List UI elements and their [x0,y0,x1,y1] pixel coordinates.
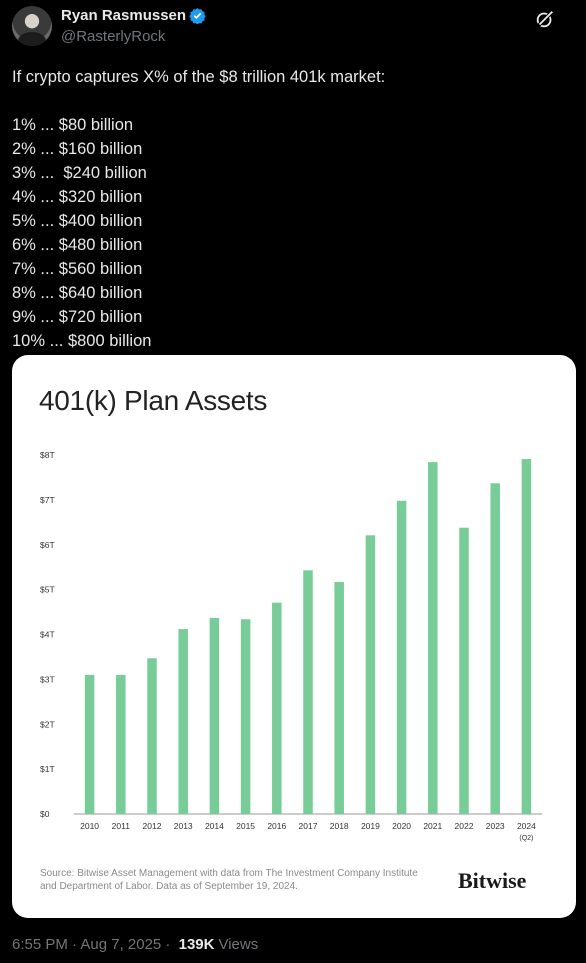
bar [116,674,126,814]
x-tick-label: 2020 [392,821,411,831]
y-tick-label: $4T [40,630,55,640]
x-tick-label: 2023 [486,821,505,831]
timestamp[interactable]: 6:55 PM · Aug 7, 2025 · [12,936,175,953]
tweet-line: If crypto captures X% of the $8 trillion… [12,68,386,86]
avatar[interactable] [12,6,52,46]
x-tick-label: 2024 [517,821,536,831]
bar [396,500,407,814]
bar-chart: $0 $1T $2T $3T $4T $5T $6T $7T $8T 2010 2011 2012 20… [40,450,542,842]
tweet-line: 5% ... $400 billion [12,212,143,230]
tweet-line: 8% ... $640 billion [12,284,143,302]
tweet-line: 10% ... $800 billion [12,332,152,350]
bitwise-logo: Bitwise [458,868,527,893]
bar [521,459,532,814]
x-tick-label: 2021 [423,821,442,831]
bar [147,658,157,814]
bar [490,483,500,814]
y-tick-label: $1T [40,764,55,774]
grok-icon[interactable] [534,8,556,30]
bar [178,629,188,814]
y-tick-label: $0 [40,809,50,819]
bar [84,674,95,814]
tweet-line: 2% ... $160 billion [12,140,143,158]
x-tick-label: 2019 [361,821,380,831]
tweet-line: 9% ... $720 billion [12,308,143,326]
x-tick-sublabel: (Q2) [519,835,533,842]
bar [428,462,438,814]
views-label: Views [218,936,259,953]
bar [240,619,251,814]
handle[interactable]: @RasterlyRock [61,28,166,45]
x-tick-label: 2012 [143,821,162,831]
tweet-line: 3% ... $240 billion [12,164,147,182]
y-tick-label: $2T [40,719,55,729]
name-row: Ryan Rasmussen [61,7,206,24]
y-tick-label: $5T [40,585,55,595]
x-tick-label: 2018 [330,821,349,831]
views-count: 139K [178,936,215,953]
source-note: Source: Bitwise Asset Management with da… [40,868,418,892]
display-name[interactable]: Ryan Rasmussen [61,7,187,24]
x-tick-label: 2017 [299,821,318,831]
y-tick-label: $8T [40,450,55,460]
bar [334,581,344,814]
x-tick-label: 2013 [174,821,193,831]
tweet-line [12,89,572,113]
tweet-footer: 6:55 PM · Aug 7, 2025 · 139K Views [12,936,258,953]
x-tick-label: 2015 [236,821,255,831]
chart-card[interactable]: $0 $1T $2T $3T $4T $5T $6T $7T $8T 2010 2011 2012 20… [12,355,576,918]
y-tick-label: $6T [40,540,55,550]
bar [209,617,220,814]
x-tick-label: 2014 [205,821,224,831]
x-tick-label: 2022 [455,821,474,831]
bar [303,570,313,814]
verified-badge-icon [189,8,206,24]
y-tick-label: $3T [40,674,55,684]
x-tick-label: 2016 [267,821,286,831]
bar [272,602,282,814]
x-tick-label: 2010 [80,821,99,831]
tweet-text: If crypto captures X% of the $8 trillion… [12,65,572,353]
tweet-line: 4% ... $320 billion [12,188,143,206]
chart-title: 401(k) Plan Assets [39,385,268,416]
tweet-line: 6% ... $480 billion [12,236,143,254]
x-tick-label: 2011 [112,821,131,831]
tweet-line: 7% ... $560 billion [12,260,143,278]
bar [459,527,469,814]
tweet-header: Ryan Rasmussen @RasterlyRock [12,6,574,48]
tweet-line: 1% ... $80 billion [12,116,134,134]
y-tick-label: $7T [40,495,55,505]
bar [365,535,376,814]
